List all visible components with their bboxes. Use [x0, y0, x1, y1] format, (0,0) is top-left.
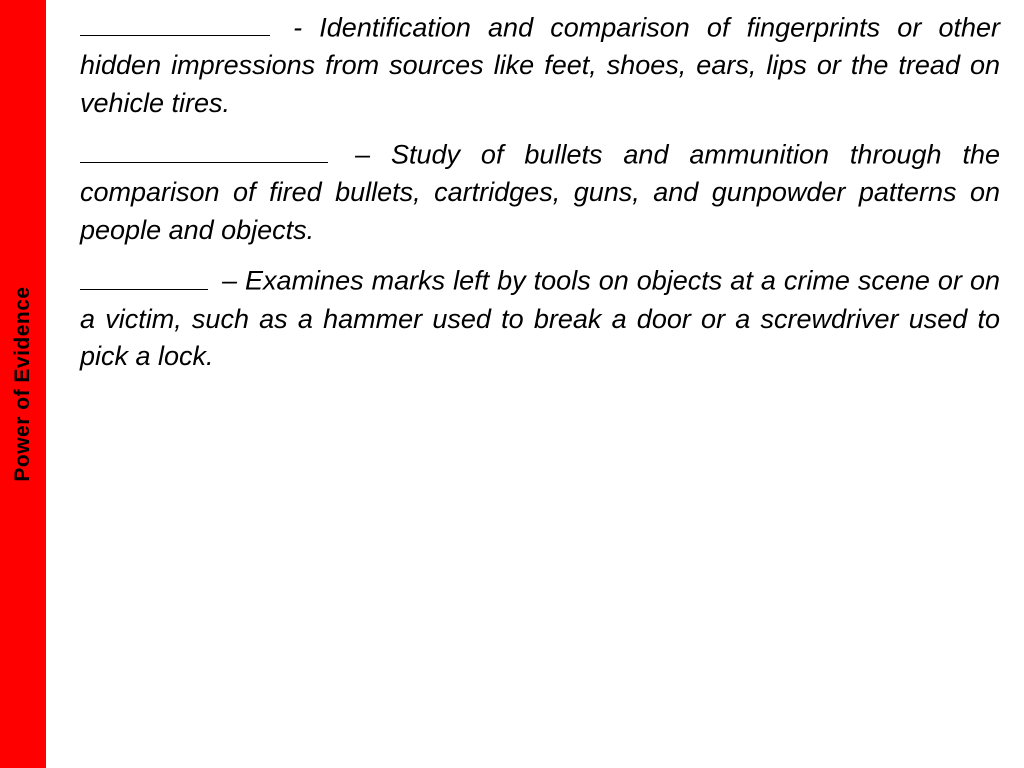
sidebar: Power of Evidence [0, 0, 46, 768]
slide-content: - Identification and comparison of finge… [80, 8, 1000, 388]
blank-3 [80, 261, 208, 289]
blank-2 [80, 135, 328, 163]
definition-para-2: – Study of bullets and ammunition throug… [80, 135, 1000, 250]
sidebar-title: Power of Evidence [11, 286, 35, 481]
definition-text-3: – Examines marks left by tools on object… [80, 266, 1000, 372]
definition-para-3: – Examines marks left by tools on object… [80, 261, 1000, 376]
definition-para-1: - Identification and comparison of finge… [80, 8, 1000, 123]
blank-1 [80, 8, 270, 36]
